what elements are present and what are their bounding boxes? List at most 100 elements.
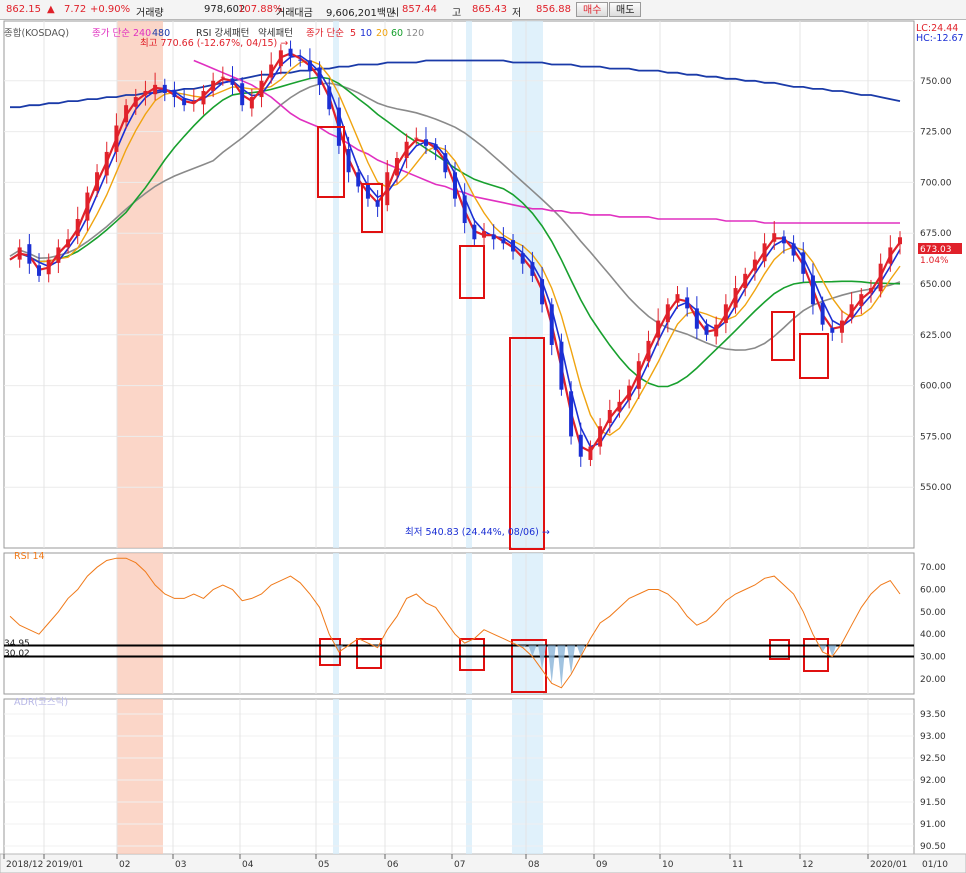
highlight-box <box>769 639 790 660</box>
time-tick-label: 02 <box>119 860 130 870</box>
price-tick-label: 550.00 <box>920 483 952 493</box>
candle-body <box>211 80 216 91</box>
candle-body <box>472 224 477 240</box>
candle-body <box>675 294 680 303</box>
candle-body <box>820 302 825 325</box>
rsi-tick-label: 50.00 <box>920 608 946 618</box>
quote-bar: 862.15 ▲ 7.72 +0.90% 거래량 978,602 107.88%… <box>0 0 966 20</box>
candle-body <box>762 243 767 262</box>
shaded-band <box>333 699 339 854</box>
time-tick-label: 12 <box>802 860 813 870</box>
candle-body <box>414 137 419 139</box>
candle-body <box>346 149 351 173</box>
candle-body <box>810 275 815 305</box>
candle-body <box>17 247 22 260</box>
candle-body <box>714 324 719 337</box>
axes: 750.00 725.00 700.00 675.00 650.00 625.00 600.… <box>3 77 952 870</box>
highlight-box <box>319 638 341 666</box>
candle-body <box>685 297 690 309</box>
ma5-legend: 5 <box>350 28 356 39</box>
candle-body <box>839 320 844 333</box>
volume-value: 978,602 <box>204 4 246 15</box>
time-tick-label: 09 <box>596 860 608 870</box>
candle-body <box>143 90 148 96</box>
amount-value: 9,606,201백만 <box>326 8 396 19</box>
time-tick-label: 06 <box>387 860 399 870</box>
price-tick-label: 625.00 <box>920 331 952 341</box>
time-tick-label: 2018/12 <box>6 860 43 870</box>
time-axis-bar <box>0 853 966 873</box>
candle-body <box>704 325 709 335</box>
shaded-band <box>117 553 163 694</box>
rsi-weak-legend: 약세패턴 <box>258 27 293 39</box>
candle-body <box>37 265 42 276</box>
rsi-tick-label: 40.00 <box>920 630 946 640</box>
ma120-line <box>9 82 901 351</box>
candle-body <box>569 391 574 437</box>
candle-body <box>259 80 264 98</box>
time-tick-label: 11 <box>732 860 743 870</box>
candle-body <box>298 59 303 61</box>
candle-body <box>172 89 177 98</box>
candle-body <box>104 151 109 176</box>
candle-body <box>433 144 438 150</box>
candle-body <box>327 86 332 110</box>
candle-body <box>898 237 902 245</box>
candle-body <box>752 259 757 271</box>
volume-label: 거래량 <box>136 8 164 19</box>
adr-tick-label: 92.50 <box>920 754 946 764</box>
rsi-tick-label: 20.00 <box>920 675 946 685</box>
time-tick-label: 04 <box>242 860 254 870</box>
price-tick-label: 675.00 <box>920 229 952 239</box>
candle-body <box>66 239 71 248</box>
price-tag-pct: 1.04% <box>920 256 949 266</box>
current-price: 862.15 <box>6 4 41 15</box>
ma240-line <box>193 59 900 224</box>
adr-tick-label: 93.50 <box>920 710 946 720</box>
rsi-tick-label: 30.00 <box>920 653 946 663</box>
candle-body <box>375 200 380 207</box>
ma20-legend: 20 <box>376 28 388 39</box>
candle-body <box>791 243 796 256</box>
candle-body <box>636 361 641 389</box>
candle-body <box>781 236 786 244</box>
candle-body <box>356 172 361 187</box>
candle-body <box>549 304 554 345</box>
candle-body <box>394 158 399 176</box>
buy-button[interactable]: 매수 <box>576 2 609 17</box>
candle-body <box>665 304 670 323</box>
shaded-band <box>466 553 472 694</box>
time-tick-label: 10 <box>662 860 674 870</box>
candle-body <box>598 426 603 447</box>
grid-lines <box>4 21 914 854</box>
ma480-legend: 480 <box>152 28 170 39</box>
lc-label: LC:24.44 <box>916 23 958 34</box>
time-tick-label: 08 <box>528 860 540 870</box>
low-annotation: 최저 540.83 (24.44%, 08/06) → <box>405 527 550 538</box>
candle-body <box>423 139 428 146</box>
low-label: 저 <box>512 8 522 19</box>
shaded-band <box>466 699 472 854</box>
highlight-box <box>459 638 485 671</box>
candle-body <box>317 67 322 85</box>
amount-label: 거래대금 <box>276 8 313 19</box>
open-value: 857.44 <box>402 4 437 15</box>
high-annotation: 최고 770.66 (-12.67%, 04/15) → <box>140 38 288 49</box>
adr-tick-label: 91.50 <box>920 798 946 808</box>
sell-button[interactable]: 매도 <box>609 2 642 17</box>
candle-body <box>133 97 138 107</box>
candle-body <box>85 192 90 221</box>
ma20-line <box>9 59 901 436</box>
main-index-label: 종합(KOSDAQ) <box>4 28 69 39</box>
candle-body <box>220 76 225 78</box>
price-tick-label: 650.00 <box>920 280 952 290</box>
candle-body <box>878 263 883 292</box>
time-tick-label: 2019/01 <box>46 860 83 870</box>
rsi-level-lower: 30.02 <box>4 649 30 659</box>
candle-body <box>520 253 525 264</box>
shaded-band <box>512 699 543 854</box>
adr-tick-label: 90.50 <box>920 842 946 852</box>
price-tag <box>918 243 962 254</box>
candle-body <box>153 84 158 95</box>
